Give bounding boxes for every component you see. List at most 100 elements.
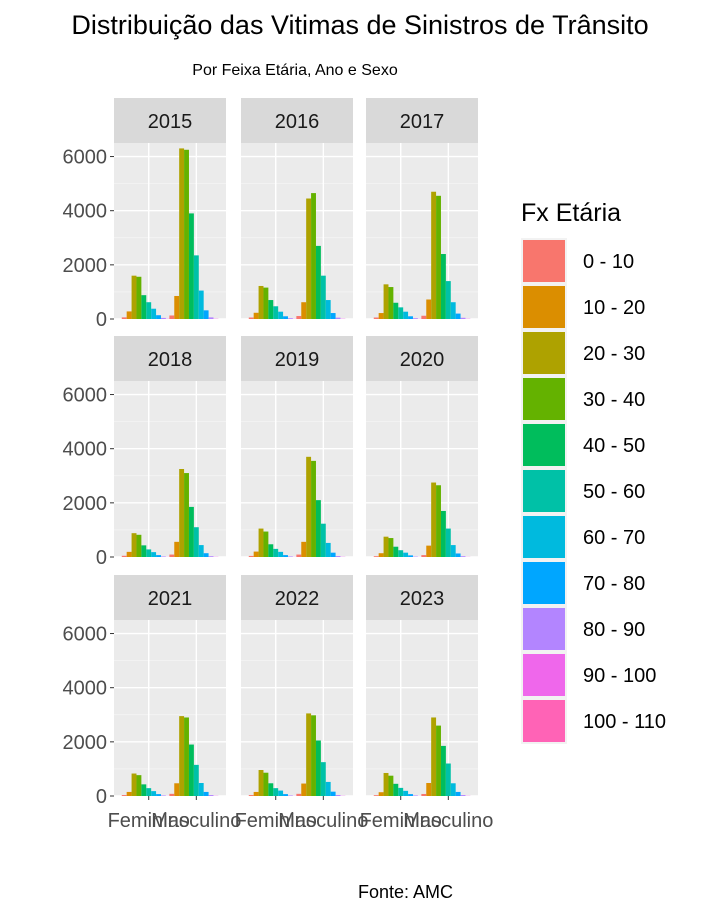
bar <box>253 551 259 557</box>
bar <box>403 552 409 557</box>
bar <box>198 783 204 796</box>
bar <box>403 311 409 319</box>
bar <box>136 276 142 319</box>
bar <box>268 544 274 557</box>
y-tick-label: 2000 <box>63 493 108 515</box>
bar <box>315 245 321 319</box>
y-tick-label: 0 <box>96 547 107 569</box>
y-tick-label: 0 <box>96 309 107 331</box>
facet-label: 2022 <box>275 588 320 610</box>
bar <box>412 795 418 796</box>
bar <box>131 533 137 557</box>
bar <box>174 783 180 796</box>
bar <box>141 784 147 796</box>
bar <box>253 791 259 796</box>
facet-strip <box>241 98 353 143</box>
bar <box>169 793 175 796</box>
panel-background <box>366 143 478 319</box>
bar <box>325 781 331 796</box>
bar <box>126 551 132 557</box>
bar <box>301 302 307 319</box>
bar <box>335 795 341 796</box>
bar <box>436 195 441 319</box>
panel-background <box>114 381 226 557</box>
bar <box>287 318 293 319</box>
bar <box>393 302 399 319</box>
bar <box>174 541 180 557</box>
chart-title: Distribuição das Vitimas de Sinistros de… <box>71 10 649 40</box>
bar <box>141 295 147 319</box>
bar <box>179 716 185 796</box>
x-tick-label: Feminino <box>360 810 442 832</box>
bar <box>278 311 284 319</box>
bar <box>450 545 456 557</box>
legend-key <box>523 240 565 282</box>
bar <box>263 772 269 796</box>
bar <box>325 300 331 319</box>
bar <box>296 554 302 557</box>
bar <box>131 275 137 319</box>
bar <box>421 793 427 796</box>
bar <box>131 773 137 796</box>
bar <box>311 715 316 796</box>
bar <box>248 795 254 796</box>
bar <box>306 456 312 557</box>
x-tick-label: Feminino <box>108 810 190 832</box>
y-tick-label: 6000 <box>63 385 108 407</box>
bar <box>315 740 321 796</box>
bar <box>320 762 326 796</box>
bar <box>325 542 331 557</box>
y-tick-label: 4000 <box>63 439 108 461</box>
facet-strip <box>114 575 226 620</box>
y-tick-label: 4000 <box>63 678 108 700</box>
legend-label: 90 - 100 <box>583 665 656 687</box>
panel-background <box>241 620 353 796</box>
panel-background <box>366 620 478 796</box>
bar <box>156 315 161 319</box>
bar <box>283 794 288 796</box>
legend-title: Fx Etária <box>521 199 621 227</box>
x-tick-label: Masculino <box>151 810 241 832</box>
bar <box>203 310 209 319</box>
bar <box>193 255 199 319</box>
bar <box>160 317 166 319</box>
bar <box>440 254 446 319</box>
legend-label: 0 - 10 <box>583 251 634 273</box>
bar <box>426 783 432 796</box>
legend-key <box>523 516 565 558</box>
facet-label: 2023 <box>400 588 445 610</box>
bar <box>263 531 269 557</box>
bar <box>184 473 189 557</box>
facet-strip <box>366 98 478 143</box>
bar <box>296 316 302 319</box>
facet-label: 2021 <box>148 588 193 610</box>
bar <box>156 794 161 796</box>
bar <box>403 790 409 796</box>
bar <box>460 317 466 319</box>
y-tick-label: 4000 <box>63 201 108 223</box>
facet-strip <box>241 336 353 381</box>
legend-key <box>523 286 565 328</box>
bar <box>268 300 274 319</box>
bar <box>436 725 441 796</box>
bar <box>388 775 394 796</box>
facet-strip <box>366 575 478 620</box>
bar <box>398 307 404 319</box>
bar <box>398 550 404 557</box>
bar <box>455 313 461 319</box>
bar <box>160 556 166 557</box>
legend-key <box>523 608 565 650</box>
bar <box>373 795 379 796</box>
bar <box>378 792 384 796</box>
bar <box>263 287 269 319</box>
legend-key <box>523 470 565 512</box>
bar <box>198 290 204 319</box>
bar <box>383 772 389 796</box>
legend-label: 50 - 60 <box>583 481 645 503</box>
bar <box>408 794 413 796</box>
bar <box>208 317 214 319</box>
bar <box>203 553 209 557</box>
y-tick-label: 6000 <box>63 624 108 646</box>
bar <box>184 717 189 796</box>
facet-label: 2020 <box>400 349 445 371</box>
